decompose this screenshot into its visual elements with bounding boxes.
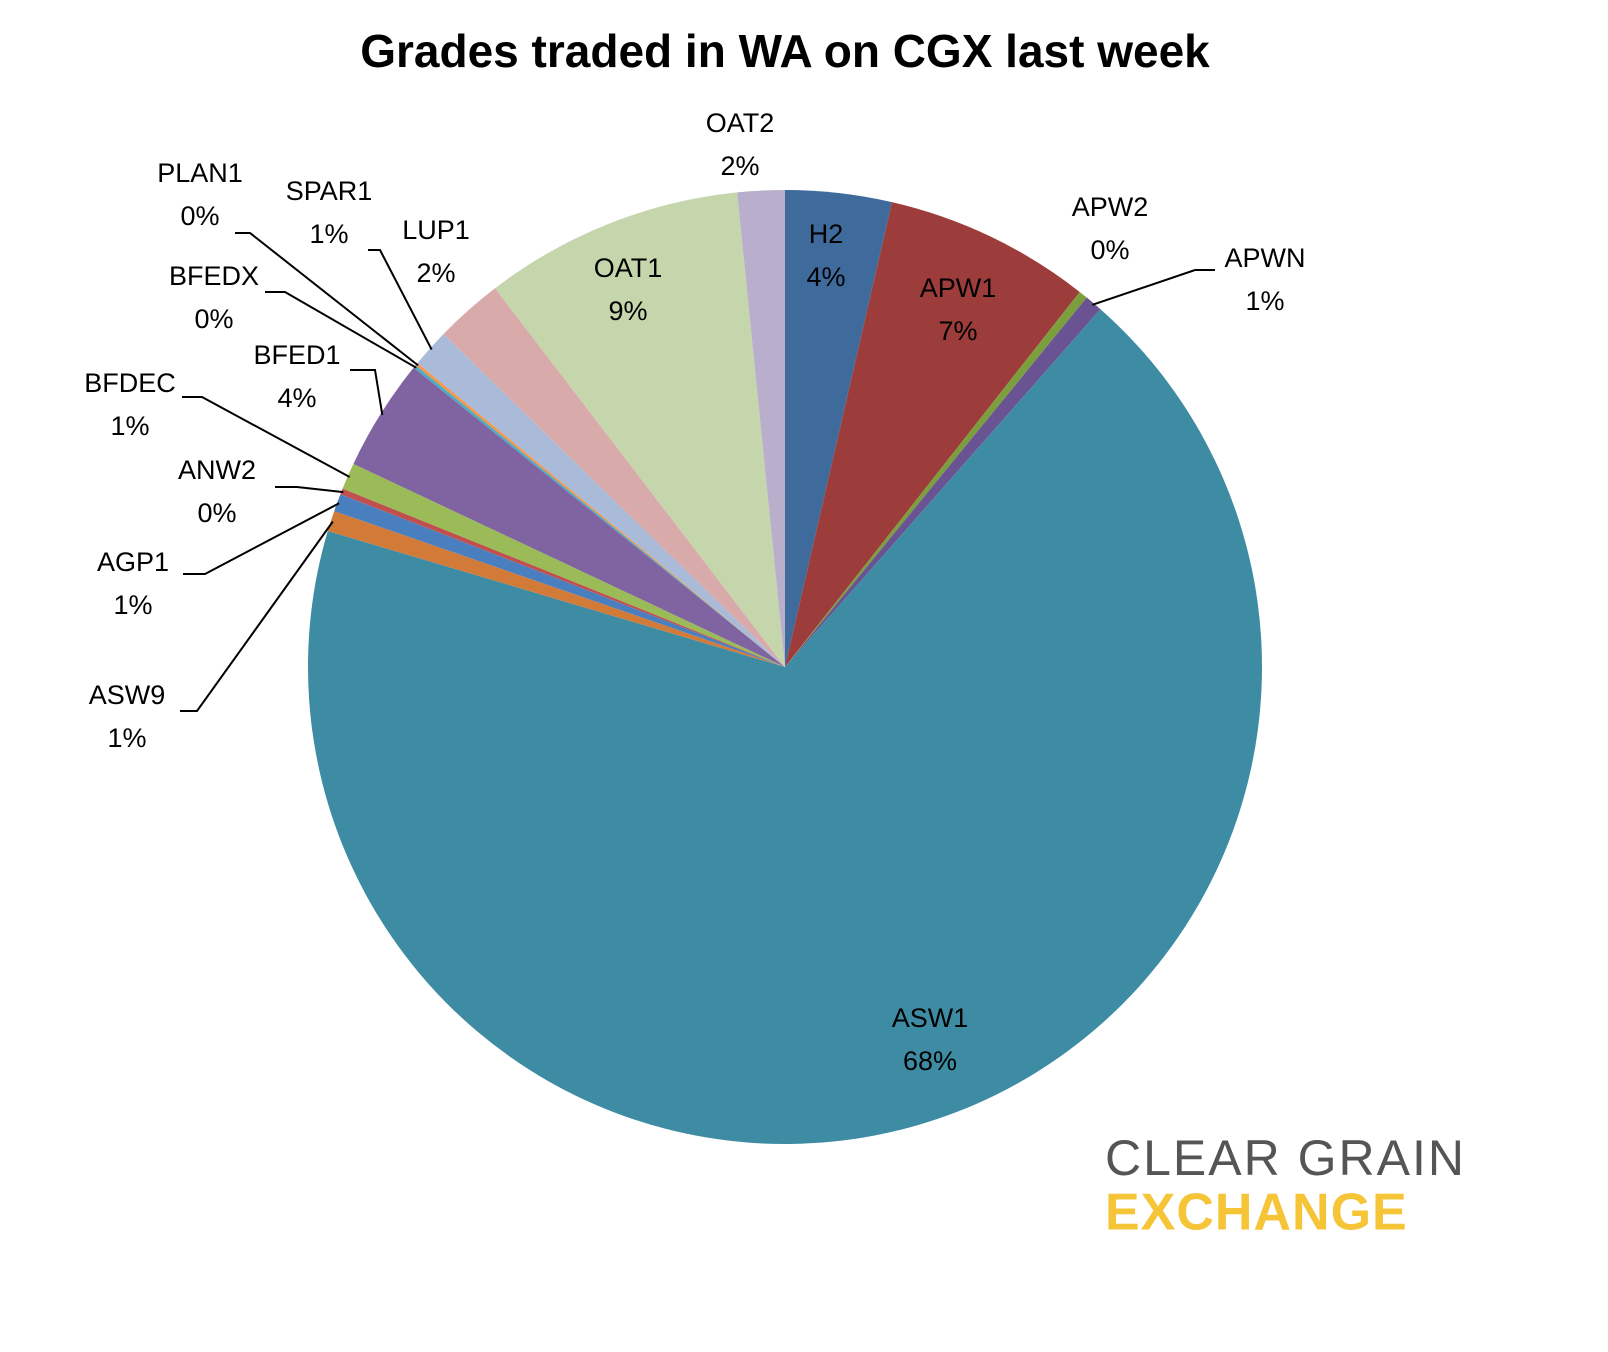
slice-value-label: 2% [416,258,455,288]
pie-slice [342,463,785,667]
slice-value-label: 68% [903,1046,957,1076]
slice-value-label: 4% [806,262,845,292]
slice-value-label: 0% [180,201,219,231]
leader-line [350,369,384,416]
slice-value-label: 1% [309,219,348,249]
pie-slice [737,190,785,667]
pie-slice [417,333,785,667]
slice-label: H2 [809,219,844,249]
pie-slice [443,288,785,667]
slice-value-label: 2% [720,151,759,181]
logo-line1: CLEAR GRAIN [1105,1130,1466,1186]
pie-slice [785,190,892,667]
leader-line [183,502,340,575]
leader-line [368,249,433,350]
slice-label: ASW9 [89,680,166,710]
slice-label: LUP1 [402,215,470,245]
pie-slice [308,309,1262,1144]
pie-slice [340,488,785,667]
pie-slice [785,202,1080,667]
leader-line [1092,269,1215,306]
leader-line [180,521,334,712]
slice-value-label: 0% [197,498,236,528]
leader-line [275,486,344,494]
slice-label: BFDEC [84,368,176,398]
leader-line [182,396,351,478]
slice-label: SPAR1 [286,176,373,206]
slice-label: ASW1 [892,1003,969,1033]
slice-label: BFEDX [169,261,259,291]
slice-value-label: 9% [608,296,647,326]
slice-value-label: 1% [107,723,146,753]
chart-title: Grades traded in WA on CGX last week [360,25,1210,77]
slice-label: AGP1 [97,547,169,577]
leader-line [265,291,417,369]
slice-label: PLAN1 [157,158,243,188]
slice-value-label: 0% [194,304,233,334]
logo: CLEAR GRAIN EXCHANGE [1105,1130,1466,1242]
slice-value-label: 7% [938,316,977,346]
slice-label: APW1 [920,273,997,303]
slice-value-label: 1% [113,590,152,620]
slice-value-label: 0% [1090,235,1129,265]
pie-slice [785,291,1087,667]
logo-line2: EXCHANGE [1105,1184,1408,1242]
slice-label: OAT1 [594,253,663,283]
slice-label: BFED1 [253,340,340,370]
slice-label: ANW2 [178,455,256,485]
slice-value-label: 1% [110,411,149,441]
slice-value-label: 1% [1245,286,1284,316]
pie-slice [495,192,785,667]
pie-slice [785,297,1101,667]
pie-slice [327,511,785,667]
pie-slice [334,494,785,667]
pie-slice [413,365,785,667]
slice-value-label: 4% [277,383,316,413]
slice-label: APW2 [1072,192,1149,222]
pie-slice [415,362,785,667]
pie-slice [353,367,785,667]
slice-label: OAT2 [706,108,775,138]
leader-line [235,232,419,367]
slice-label: APWN [1225,243,1306,273]
